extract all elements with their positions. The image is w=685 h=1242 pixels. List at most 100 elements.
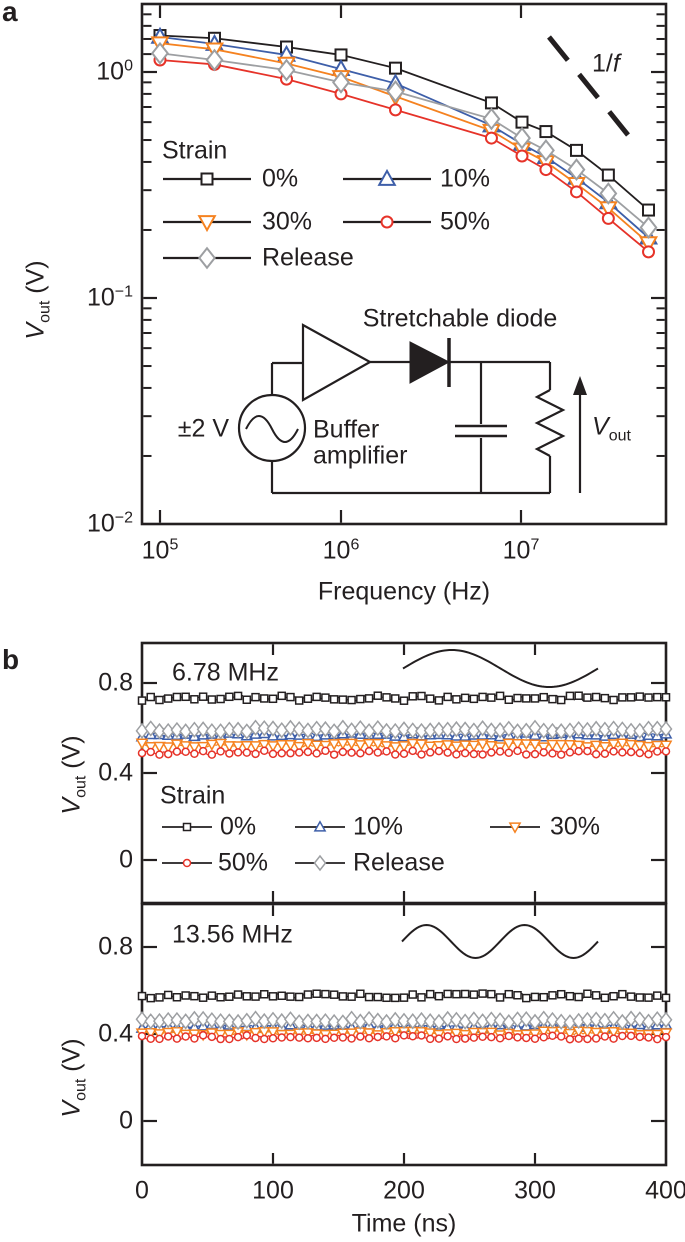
panel-b-top-marker-30% xyxy=(467,740,481,753)
panel-b-bottom-marker-Release xyxy=(624,1010,638,1027)
panel-b-bottom-marker-50% xyxy=(530,1034,540,1043)
panel-b-top-marker-0% xyxy=(574,691,583,700)
panel-b-bottom-marker-50% xyxy=(286,1032,295,1042)
panel-b-top-marker-30% xyxy=(327,739,341,751)
panel-b-bottom-marker-50% xyxy=(242,1031,252,1040)
panel-b-bottom-marker-50% xyxy=(181,1032,190,1041)
panel-b-bottom-marker-0% xyxy=(225,992,234,1001)
panel-b-top-marker-30% xyxy=(310,740,324,752)
panel-b-top-marker-30% xyxy=(388,742,402,754)
panel-b-top-marker-0% xyxy=(591,692,601,702)
panel-b-top-marker-Release xyxy=(441,721,455,738)
panel-b-legend-marker-0% xyxy=(182,822,192,832)
panel-b-bottom-marker-Release xyxy=(659,1011,673,1029)
panel-b-top-marker-0% xyxy=(487,693,496,702)
panel-b-bottom-marker-Release xyxy=(144,1013,158,1030)
panel-b-top-marker-50% xyxy=(155,750,164,759)
panel-b-top-marker-50% xyxy=(478,750,487,759)
panel-b-top-marker-30% xyxy=(484,741,498,753)
panel-b-bottom-marker-Release xyxy=(327,1013,341,1031)
panel-b-top-marker-50% xyxy=(225,749,234,758)
panel-b-top-marker-Release xyxy=(633,722,647,740)
panel-b-top-marker-0% xyxy=(495,691,505,701)
panel-a-legend-label-50pct: 50% xyxy=(440,207,491,236)
panel-b-top-marker-Release xyxy=(546,722,559,740)
panel-b-bottom-marker-Release xyxy=(388,1011,402,1029)
panel-a-series-line-30% xyxy=(159,42,650,244)
panel-a-letter: a xyxy=(2,0,18,27)
panel-b-top-marker-50% xyxy=(504,748,514,757)
single-period-sine-icon xyxy=(402,648,599,689)
panel-b-top-marker-50% xyxy=(609,747,618,756)
panel-b-top-marker-30% xyxy=(336,738,350,751)
panel-b-top-marker-Release xyxy=(371,719,385,737)
panel-b-bottom-marker-50% xyxy=(382,1032,391,1041)
panel-b-bottom-marker-Release xyxy=(222,1013,236,1030)
panel-b-top-marker-0% xyxy=(417,691,426,701)
panel-b-top-marker-30% xyxy=(441,740,455,752)
panel-b-top-marker-0% xyxy=(277,691,286,701)
panel-b-top-marker-0% xyxy=(408,692,417,701)
circuit-diode-symbol xyxy=(409,341,451,384)
panel-b-top-marker-Release xyxy=(187,721,201,738)
panel-b-top-marker-Release xyxy=(607,720,621,737)
panel-b-bottom-marker-50% xyxy=(347,1034,356,1043)
panel-b-top-marker-Release xyxy=(415,722,428,740)
panel-b-top-marker-0% xyxy=(504,695,514,705)
panel-b-bottom-marker-50% xyxy=(626,1031,636,1041)
panel-b-top-marker-50% xyxy=(268,749,278,759)
panel-b-top-marker-50% xyxy=(495,747,505,756)
panel-b-bottom-marker-50% xyxy=(268,1034,278,1043)
panel-b-top-marker-0% xyxy=(181,692,190,702)
panel-b-top-marker-50% xyxy=(233,748,243,757)
panel-b-top-marker-0% xyxy=(530,694,540,703)
panel-b-bottom-marker-0% xyxy=(207,991,217,1000)
panel-b-top-marker-30% xyxy=(598,741,612,754)
panel-b-bottom-marker-Release xyxy=(423,1013,437,1030)
panel-b-top-marker-50% xyxy=(251,749,260,759)
panel-a-xlabel: Frequency (Hz) xyxy=(317,577,491,606)
panel-b-top-marker-50% xyxy=(207,750,217,759)
panel-b-top-marker-30% xyxy=(249,741,262,753)
panel-a-marker-50% xyxy=(601,211,615,225)
panel-b-top-marker-30% xyxy=(537,742,551,754)
panel-b-bottom-marker-50% xyxy=(434,1034,444,1043)
one-over-f-reference-line xyxy=(547,35,630,137)
panel-b-bottom-marker-Release xyxy=(546,1011,559,1029)
panel-b-top-marker-30% xyxy=(257,739,271,752)
panel-b-bottom-marker-50% xyxy=(251,1033,260,1043)
panel-b-bottom-marker-0% xyxy=(391,993,400,1003)
panel-b-bottom-marker-50% xyxy=(277,1033,286,1042)
panel-b-top-ytick-08: 0.8 xyxy=(98,668,133,697)
panel-b-bottom-marker-0% xyxy=(399,993,409,1002)
panel-b-bottom-marker-Release xyxy=(633,1011,647,1028)
panel-b-bottom-marker-0% xyxy=(356,989,365,999)
panel-b-top-marker-50% xyxy=(513,746,522,756)
panel-b-bottom-marker-0% xyxy=(626,992,636,1001)
panel-a-xtick-1e5: 105 xyxy=(141,536,179,565)
panel-b-top-marker-Release xyxy=(266,720,280,737)
panel-b-bottom-marker-30% xyxy=(249,1027,262,1040)
panel-b-bottom-marker-0% xyxy=(251,992,260,1001)
panel-b-bottom-marker-50% xyxy=(329,1033,339,1043)
panel-b-top-marker-50% xyxy=(321,746,330,756)
circuit-vout-arrow-head xyxy=(573,376,587,395)
panel-b-bottom-marker-0% xyxy=(338,992,348,1001)
panel-b-xlabel: Time (ns) xyxy=(351,1209,457,1238)
panel-b-top-marker-50% xyxy=(329,750,339,759)
panel-b-top-marker-30% xyxy=(153,741,166,754)
panel-b-top-marker-0% xyxy=(155,695,164,705)
panel-b-top-marker-30% xyxy=(188,742,201,754)
panel-b-bottom-marker-30% xyxy=(450,1028,463,1041)
panel-b-top-marker-50% xyxy=(356,748,365,758)
panel-a-xtick-1e7: 107 xyxy=(502,536,540,565)
circuit-sine-symbol xyxy=(245,415,299,443)
panel-b-bottom-marker-0% xyxy=(644,993,653,1002)
panel-b-bottom-marker-Release xyxy=(205,1011,219,1029)
panel-b-top-marker-0% xyxy=(242,695,252,704)
panel-b-top-marker-50% xyxy=(583,746,592,756)
panel-b-top-marker-0% xyxy=(329,695,339,704)
panel-b-top-marker-Release xyxy=(502,720,516,738)
panel-b-top-marker-0% xyxy=(356,694,365,704)
